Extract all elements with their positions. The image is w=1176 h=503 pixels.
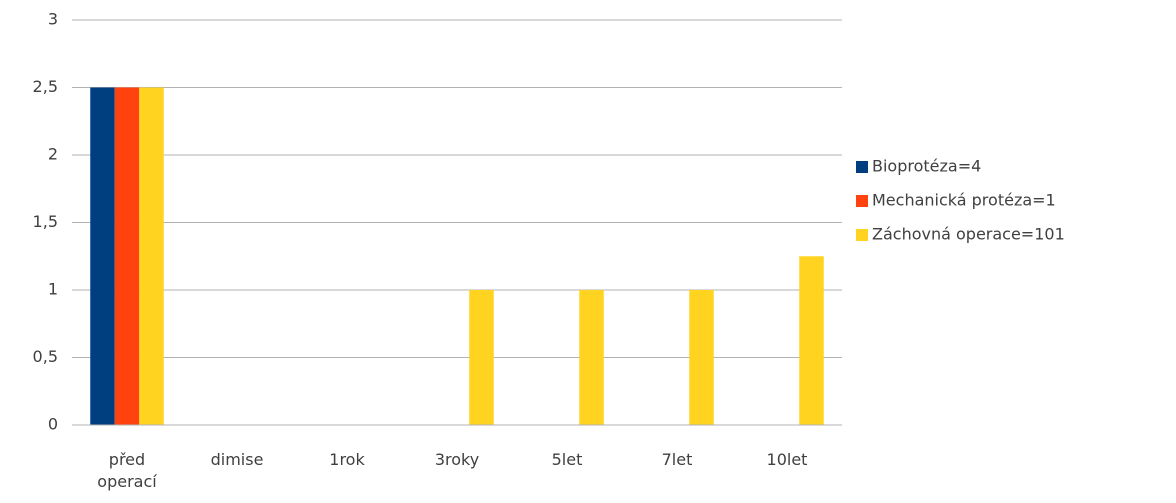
bar <box>114 87 140 425</box>
x-tick-label: dimise <box>210 450 264 469</box>
legend-label: Mechanická protéza=1 <box>872 191 1056 210</box>
bar <box>799 256 824 425</box>
x-tick-label: 3roky <box>434 450 480 469</box>
y-tick-label: 1 <box>48 280 58 299</box>
x-tick-label: 7let <box>661 450 693 469</box>
legend-swatch <box>856 229 868 241</box>
legend-swatch <box>856 161 868 173</box>
legend-label: Bioprotéza=4 <box>872 157 981 176</box>
x-tick-label: 10let <box>766 450 808 469</box>
y-tick-label: 0 <box>48 415 58 434</box>
bar <box>139 87 164 425</box>
x-tick-label: 5let <box>551 450 583 469</box>
y-tick-label: 2 <box>48 145 58 164</box>
legend-swatch <box>856 195 868 207</box>
legend-label: Záchovná operace=101 <box>872 225 1065 244</box>
x-tick-label: před operací <box>97 450 157 491</box>
bar <box>90 87 115 425</box>
x-tick-label: 1rok <box>329 450 365 469</box>
y-tick-label: 2,5 <box>33 77 58 96</box>
y-tick-label: 0,5 <box>33 347 58 366</box>
bar <box>689 290 714 425</box>
y-tick-label: 3 <box>48 10 58 29</box>
bar <box>579 290 604 425</box>
bar <box>469 290 494 425</box>
y-tick-label: 1,5 <box>33 212 58 231</box>
